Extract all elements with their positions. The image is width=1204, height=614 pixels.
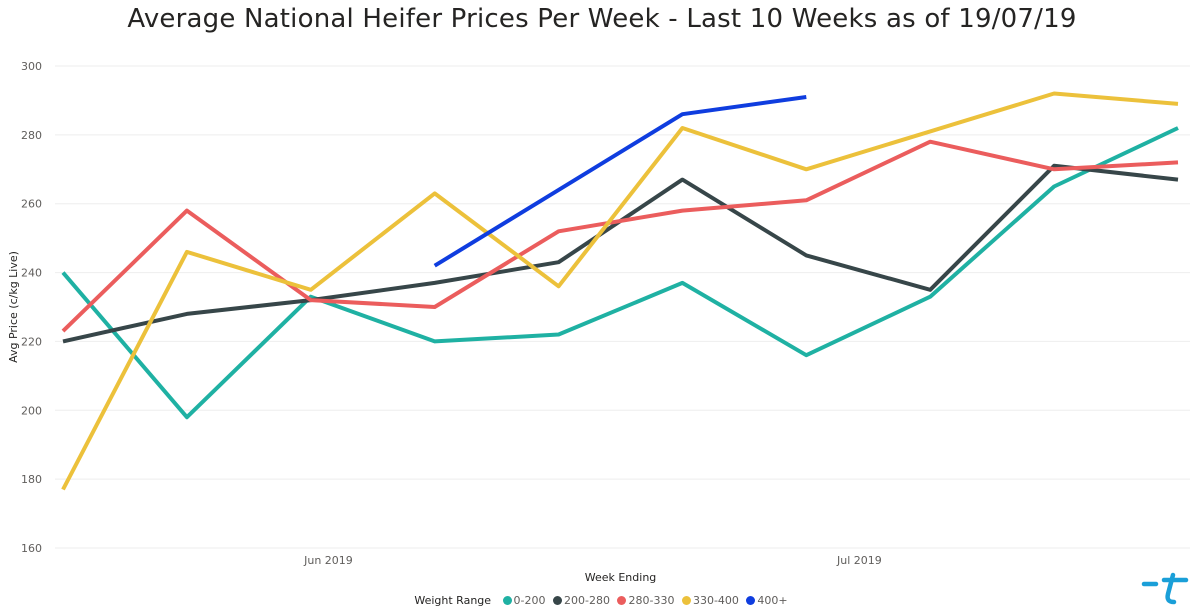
series-line-330-400 bbox=[61, 91, 1179, 491]
x-axis-label: Week Ending bbox=[585, 571, 657, 584]
chart-title: Average National Heifer Prices Per Week … bbox=[127, 4, 1077, 34]
y-tick-label: 180 bbox=[21, 473, 42, 486]
x-tick-label: Jul 2019 bbox=[836, 554, 882, 567]
series-line-280-330 bbox=[61, 139, 1179, 333]
y-tick-label: 280 bbox=[21, 129, 42, 142]
legend-dot bbox=[681, 596, 691, 605]
y-tick-label: 160 bbox=[21, 542, 42, 555]
legend-item-200-280[interactable]: 200-280 bbox=[553, 594, 610, 607]
legend-label: 0-200 bbox=[513, 594, 546, 607]
legend: Weight Range 0-200 200-280 280-330 330-4… bbox=[0, 594, 1204, 607]
legend-title: Weight Range bbox=[414, 594, 492, 607]
legend-item-330-400[interactable]: 330-400 bbox=[681, 594, 739, 607]
legend-dot bbox=[502, 596, 512, 605]
y-tick-label: 220 bbox=[21, 335, 42, 348]
legend-item-400-plus[interactable]: 400+ bbox=[746, 594, 788, 607]
legend-dot bbox=[746, 596, 756, 605]
legend-item-0-200[interactable]: 0-200 bbox=[502, 594, 546, 607]
series-line-0-200 bbox=[61, 126, 1179, 420]
series-line-400-plus bbox=[433, 95, 807, 268]
series-line-200-280 bbox=[62, 163, 1179, 344]
y-tick-label: 300 bbox=[21, 60, 42, 73]
legend-label: 280-330 bbox=[628, 594, 675, 607]
legend-item-280-330[interactable]: 280-330 bbox=[617, 594, 674, 607]
y-tick-label: 260 bbox=[21, 198, 42, 211]
legend-dot bbox=[617, 596, 627, 605]
y-tick-label: 240 bbox=[21, 267, 42, 280]
y-tick-label: 200 bbox=[21, 404, 42, 417]
legend-label: 200-280 bbox=[564, 594, 610, 607]
legend-label: 330-400 bbox=[692, 594, 739, 607]
legend-dot bbox=[553, 596, 563, 605]
x-tick-label: Jun 2019 bbox=[303, 554, 353, 567]
legend-label: 400+ bbox=[757, 594, 788, 607]
y-axis-label: Avg Price (c/kg Live) bbox=[7, 251, 20, 363]
brand-logo-icon bbox=[1141, 572, 1189, 605]
